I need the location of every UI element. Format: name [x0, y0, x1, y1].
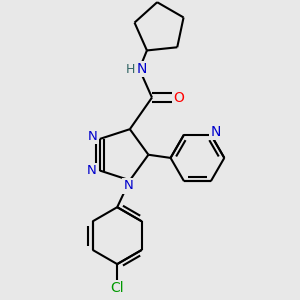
Text: N: N: [136, 62, 147, 76]
Text: N: N: [123, 179, 133, 193]
Text: N: N: [210, 125, 221, 139]
Text: N: N: [87, 164, 97, 177]
Text: Cl: Cl: [110, 281, 124, 296]
Text: N: N: [88, 130, 98, 143]
Text: O: O: [173, 91, 184, 105]
Text: H: H: [126, 63, 135, 76]
